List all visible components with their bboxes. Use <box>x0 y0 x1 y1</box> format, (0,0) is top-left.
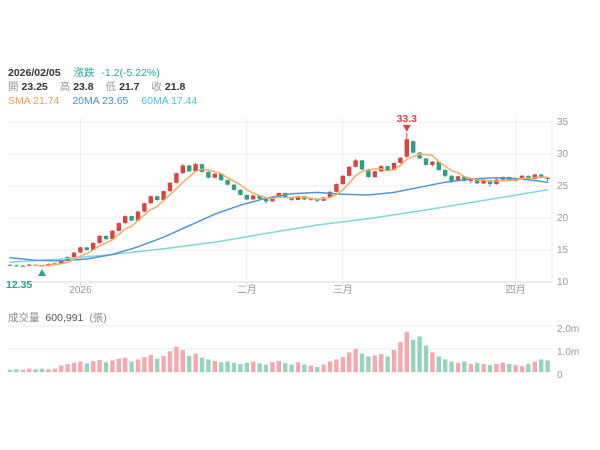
ma60-label: 60MA <box>141 95 169 107</box>
close-value: 21.8 <box>164 81 186 93</box>
volume-unit: (張) <box>89 312 107 324</box>
moving-average-lines <box>9 153 549 267</box>
legend-ma60: 60MA 17.44 <box>141 95 197 107</box>
high-annotation: 33.3 <box>397 113 418 125</box>
annotations: 33.3 12.35 <box>6 113 417 291</box>
high-label: 高 <box>59 81 71 93</box>
legend-ma20: 20MA 23.65 <box>72 95 128 107</box>
ma-legend-row: SMA 21.74 20MA 23.65 60MA 17.44 <box>8 94 207 108</box>
ma20-label: 20MA <box>72 95 100 107</box>
low-value: 21.7 <box>119 81 140 93</box>
legend-sma: SMA 21.74 <box>8 95 59 107</box>
ohlc-header: 2026/02/05 漲跌 -1.2(-5.22%) 開 23.25 高 23.8 … <box>8 66 207 108</box>
low-annotation: 12.35 <box>6 279 32 291</box>
ma60-value: 17.44 <box>171 95 198 107</box>
grid-lines <box>8 118 553 373</box>
sma-label: SMA <box>8 95 31 107</box>
close-label: 收 <box>151 81 162 93</box>
low-label: 低 <box>105 81 117 93</box>
change-label: 漲跌 <box>73 67 95 79</box>
ohlc-row: 開 23.25 高 23.8 低 21.7 收 21.8 <box>8 80 207 94</box>
change-value: -1.2(-5.22%) <box>101 67 160 79</box>
high-value: 23.8 <box>73 81 94 93</box>
quote-date: 2026/02/05 <box>8 67 61 79</box>
sma-value: 21.74 <box>33 95 60 107</box>
open-value: 23.25 <box>21 81 48 93</box>
open-label: 開 <box>8 81 19 93</box>
ma20-value: 23.65 <box>102 95 129 107</box>
volume-value: 600,991 <box>45 312 84 324</box>
volume-label: 成交量 <box>8 312 40 324</box>
volume-header: 成交量 600,991 (張) <box>8 310 107 325</box>
volume-series <box>7 331 550 373</box>
candlestick-series <box>7 132 550 267</box>
quote-summary-row: 2026/02/05 漲跌 -1.2(-5.22%) <box>8 66 207 80</box>
